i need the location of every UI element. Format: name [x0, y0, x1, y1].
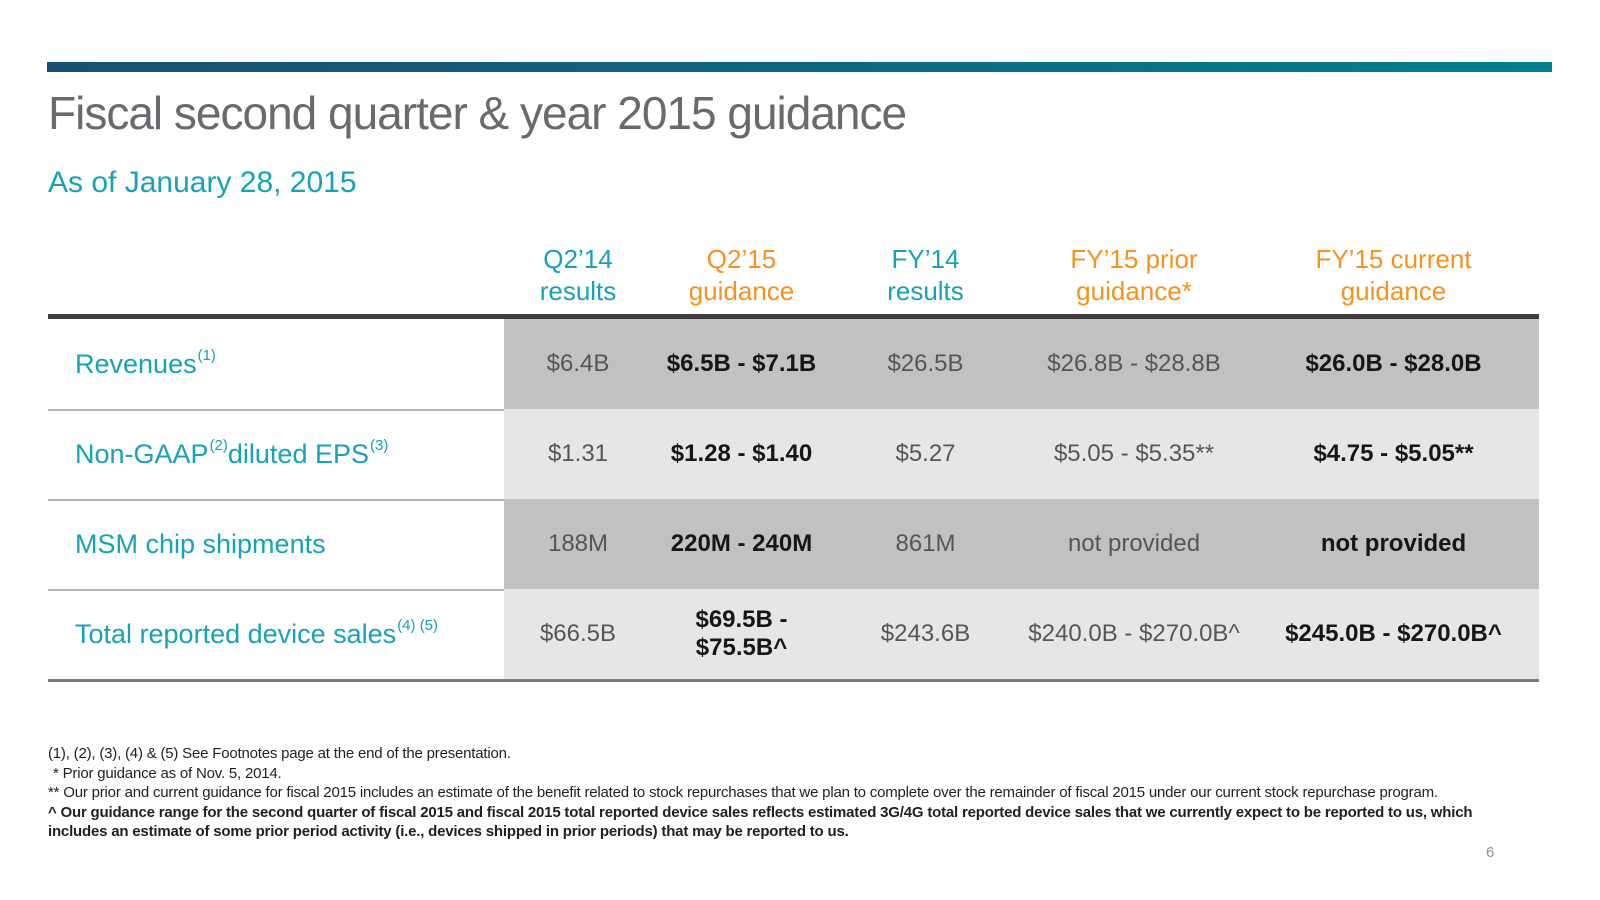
- column-header-q2-14-results: Q2’14 results: [504, 243, 652, 314]
- row-label-superscript: (4) (5): [397, 616, 439, 634]
- value-cell: $6.4B: [504, 319, 652, 409]
- value-cell: $26.8B - $28.8B: [1020, 319, 1248, 409]
- value-cell: $26.5B: [831, 319, 1020, 409]
- row-label-text: Non-GAAP: [75, 438, 209, 469]
- column-header-text: FY’14: [891, 244, 960, 274]
- table-header-row: Q2’14 results Q2’15 guidance FY’14 results FY’…: [48, 228, 1539, 314]
- footnote-line: ** Our prior and current guidance for fi…: [48, 784, 1438, 801]
- header-divider-rule: [48, 314, 1539, 319]
- value-cell: $5.05 - $5.35**: [1020, 409, 1248, 499]
- column-header-text: FY’15 current: [1315, 244, 1472, 274]
- brand-gradient-bar: [47, 62, 1552, 72]
- column-header-text: guidance: [1340, 276, 1447, 306]
- column-header-text: results: [887, 276, 964, 306]
- value-cell: 220M - 240M: [652, 499, 831, 589]
- column-header-text: results: [539, 276, 617, 306]
- value-cell: $26.0B - $28.0B: [1248, 319, 1539, 409]
- value-cell: $1.28 - $1.40: [652, 409, 831, 499]
- row-label-superscript: (2): [209, 436, 228, 454]
- column-header-q2-15-guidance: Q2’15 guidance: [652, 243, 831, 314]
- row-label-superscript: (1): [197, 346, 216, 364]
- column-header-fy-15-prior-guidance: FY’15 prior guidance*: [1020, 243, 1248, 314]
- value-cell: $240.0B - $270.0B^: [1020, 589, 1248, 679]
- row-label-superscript: (3): [370, 436, 389, 454]
- table-row-total-reported-device-sales: Total reported device sales (4) (5) $66.5B…: [48, 589, 1539, 679]
- row-label-text: Total reported device sales: [75, 618, 397, 649]
- footnote-line: ^ Our guidance range for the second quar…: [48, 803, 1473, 841]
- column-header-text: FY’15 prior: [1070, 244, 1198, 274]
- value-cell: $4.75 - $5.05**: [1248, 409, 1539, 499]
- table-body: Revenues (1) $6.4B $6.5B - $7.1B $26.5B $26.8…: [48, 319, 1539, 679]
- value-cell: $6.5B - $7.1B: [652, 319, 831, 409]
- table-row-non-gaap: Non-GAAP (2) diluted EPS (3) $1.31 $1.28 - $…: [48, 409, 1539, 499]
- slide-title: Fiscal second quarter & year 2015 guidan…: [48, 87, 907, 139]
- guidance-table: Q2’14 results Q2’15 guidance FY’14 results FY’…: [48, 228, 1539, 682]
- row-label-text: diluted EPS: [227, 438, 369, 469]
- column-header-text: Q2’15: [706, 244, 777, 274]
- column-header-fy-14-results: FY’14 results: [831, 243, 1020, 314]
- value-cell: $245.0B - $270.0B^: [1248, 589, 1539, 679]
- row-label: Total reported device sales (4) (5): [48, 589, 504, 679]
- column-header-fy-15-current-guidance: FY’15 current guidance: [1248, 243, 1539, 314]
- table-bottom-rule: [48, 679, 1539, 682]
- value-cell: not provided: [1020, 499, 1248, 589]
- row-label-text: MSM chip shipments: [75, 528, 326, 559]
- row-label-text: Revenues: [75, 348, 197, 379]
- table-row-msm-chip-shipments: MSM chip shipments 188M 220M - 240M 861M not…: [48, 499, 1539, 589]
- footnotes: (1), (2), (3), (4) & (5) See Footnotes p…: [48, 744, 1508, 842]
- value-cell: $66.5B: [504, 589, 652, 679]
- row-label: Revenues (1): [48, 319, 504, 409]
- value-cell: 188M: [504, 499, 652, 589]
- value-cell: $1.31: [504, 409, 652, 499]
- footnote-line: (1), (2), (3), (4) & (5) See Footnotes p…: [48, 745, 511, 762]
- footnote-line: * Prior guidance as of Nov. 5, 2014.: [53, 764, 282, 782]
- slide-subtitle: As of January 28, 2015: [48, 166, 357, 199]
- row-label: MSM chip shipments: [48, 499, 504, 589]
- table-corner-cell: [48, 307, 504, 314]
- value-cell: $243.6B: [831, 589, 1020, 679]
- row-label: Non-GAAP (2) diluted EPS (3): [48, 409, 504, 499]
- value-cell: $5.27: [831, 409, 1020, 499]
- value-cell: $69.5B - $75.5B^: [652, 589, 831, 679]
- value-cell: not provided: [1248, 499, 1539, 589]
- column-header-text: guidance: [688, 276, 795, 306]
- value-cell: 861M: [831, 499, 1020, 589]
- column-header-text: guidance*: [1076, 276, 1192, 306]
- table-row-revenues: Revenues (1) $6.4B $6.5B - $7.1B $26.5B $26.8…: [48, 319, 1539, 409]
- page-number: 6: [1486, 844, 1495, 861]
- column-header-text: Q2’14: [543, 244, 613, 274]
